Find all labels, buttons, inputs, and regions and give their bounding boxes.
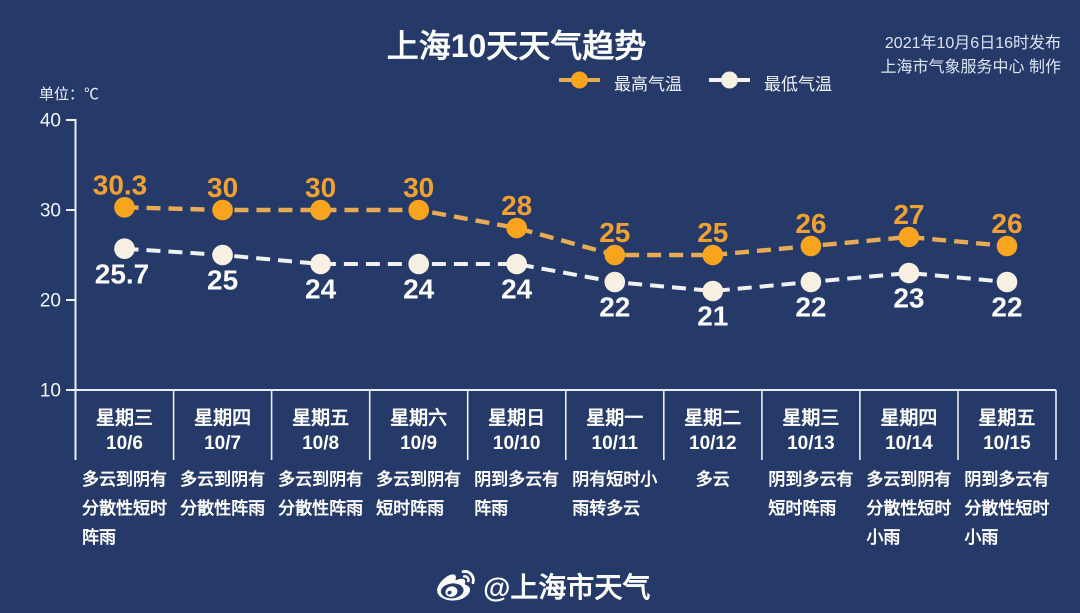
svg-text:22: 22 [991, 292, 1022, 323]
svg-text:24: 24 [305, 274, 337, 305]
svg-text:25.7: 25.7 [95, 258, 150, 289]
svg-text:25: 25 [599, 217, 630, 248]
svg-text:22: 22 [599, 292, 630, 323]
svg-text:10: 10 [40, 381, 61, 402]
svg-text:30: 30 [40, 201, 61, 222]
svg-text:20: 20 [40, 291, 61, 312]
svg-text:25: 25 [207, 265, 238, 296]
svg-text:22: 22 [795, 292, 826, 323]
svg-text:27: 27 [893, 199, 924, 230]
svg-text:26: 26 [991, 208, 1022, 239]
svg-text:30: 30 [207, 172, 238, 203]
svg-text:23: 23 [893, 283, 924, 314]
svg-text:30: 30 [305, 172, 336, 203]
svg-text:21: 21 [697, 301, 728, 332]
svg-text:30.3: 30.3 [93, 170, 148, 201]
svg-text:24: 24 [403, 274, 435, 305]
svg-text:28: 28 [501, 190, 532, 221]
svg-text:30: 30 [403, 172, 434, 203]
svg-text:25: 25 [697, 217, 728, 248]
svg-text:40: 40 [40, 111, 61, 132]
svg-text:24: 24 [501, 274, 533, 305]
svg-text:26: 26 [795, 208, 826, 239]
